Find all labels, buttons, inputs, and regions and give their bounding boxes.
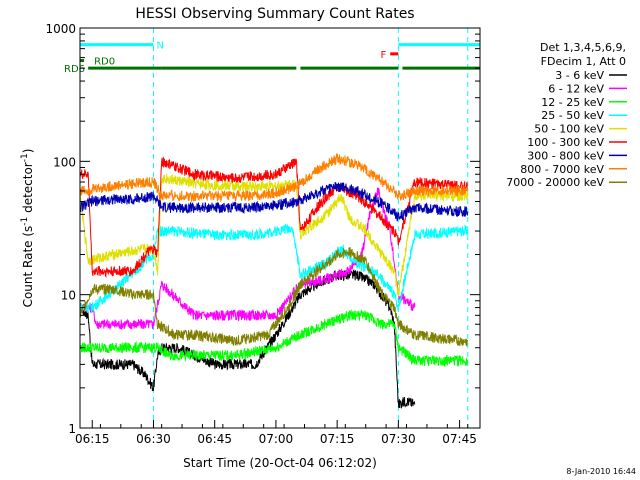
state-label-rd0: RD0 xyxy=(94,57,115,68)
y-tick-label-0: 1 xyxy=(68,422,76,436)
x-tick-label-0: 06:15 xyxy=(75,432,110,446)
series-12-25-kev-line xyxy=(79,308,468,368)
series-layer xyxy=(79,153,469,409)
y-axis-label-part3: ) xyxy=(21,149,35,154)
legend-label-6-12-kev: 6 - 12 keV xyxy=(548,82,604,95)
legend-label-50-100-kev: 50 - 100 keV xyxy=(534,123,604,136)
legend-label-800-7000-kev: 800 - 7000 keV xyxy=(520,163,604,176)
x-axis-label: Start Time (20-Oct-04 06:12:02) xyxy=(183,456,377,470)
y-axis-label-part1: Count Rate (s xyxy=(21,226,35,308)
annotation-layer: N RD0 RD6 F xyxy=(64,41,480,75)
legend-label-25-50-kev: 25 - 50 keV xyxy=(541,109,604,122)
x-tick-label-6: 07:45 xyxy=(442,432,477,446)
series-100-300-kev-line xyxy=(79,156,469,279)
series-7000-20000-kev-line xyxy=(79,246,469,347)
x-tick-label-3: 07:00 xyxy=(259,432,294,446)
state-label-rd6: RD6 xyxy=(64,64,85,75)
legend-header-line2: FDecim 1, Att 0 xyxy=(541,55,626,68)
x-tick-label-1: 06:30 xyxy=(136,432,171,446)
x-tick-label-2: 06:45 xyxy=(197,432,232,446)
series-300-800-kev-line xyxy=(79,181,469,222)
y-axis-label-part2: detector xyxy=(21,162,35,217)
state-label-n: N xyxy=(156,41,163,52)
series-25-50-kev-line xyxy=(79,223,469,313)
x-tick-label-5: 07:30 xyxy=(381,432,416,446)
legend-label-7000-20000-kev: 7000 - 20000 keV xyxy=(506,176,604,189)
x-axis-ticks: 06:15 06:30 06:45 07:00 07:15 07:30 07:45 xyxy=(75,420,477,446)
y-axis-label-sup2: -1 xyxy=(20,153,30,162)
x-tick-label-4: 07:15 xyxy=(320,432,355,446)
legend: Det 1,3,4,5,6,9, FDecim 1, Att 0 3 - 6 k… xyxy=(506,41,627,189)
y-axis-label-sup1: -1 xyxy=(20,217,30,226)
y-axis-ticks: 1 10 100 1000 xyxy=(45,22,480,436)
chart-title: HESSI Observing Summary Count Rates xyxy=(135,6,414,22)
state-label-f: F xyxy=(380,50,386,61)
plot-frame xyxy=(79,27,481,429)
y-tick-label-1: 10 xyxy=(61,289,76,303)
series-3-6-kev-line xyxy=(79,269,416,409)
series-800-7000-kev-line xyxy=(79,153,469,203)
legend-label-100-300-kev: 100 - 300 keV xyxy=(527,136,604,149)
legend-header-line1: Det 1,3,4,5,6,9, xyxy=(540,41,626,54)
legend-label-3-6-kev: 3 - 6 keV xyxy=(555,69,604,82)
footer-date: 8-Jan-2010 16:44 xyxy=(566,467,636,476)
legend-label-12-25-kev: 12 - 25 keV xyxy=(541,96,604,109)
y-axis-label: Count Rate (s-1 detector-1) xyxy=(20,149,35,308)
series-50-100-kev-line xyxy=(79,173,469,296)
legend-label-300-800-kev: 300 - 800 keV xyxy=(527,149,604,162)
y-tick-label-2: 100 xyxy=(53,155,76,169)
y-tick-label-3: 1000 xyxy=(45,22,76,36)
